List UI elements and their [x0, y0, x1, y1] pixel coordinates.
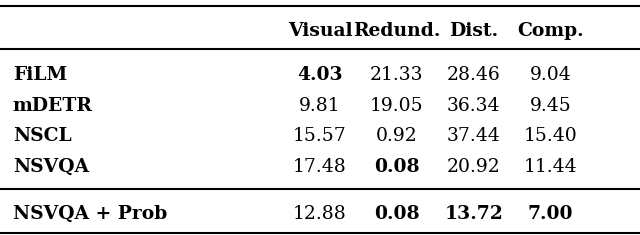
Text: 0.92: 0.92	[376, 127, 418, 145]
Text: 36.34: 36.34	[447, 97, 500, 115]
Text: 37.44: 37.44	[447, 127, 500, 145]
Text: 13.72: 13.72	[444, 205, 503, 223]
Text: Comp.: Comp.	[517, 22, 584, 39]
Text: 12.88: 12.88	[293, 205, 347, 223]
Text: Visual: Visual	[288, 22, 352, 39]
Text: FiLM: FiLM	[13, 66, 67, 84]
Text: NSCL: NSCL	[13, 127, 72, 145]
Text: 19.05: 19.05	[370, 97, 424, 115]
Text: 9.45: 9.45	[529, 97, 572, 115]
Text: NSVQA: NSVQA	[13, 158, 89, 176]
Text: 11.44: 11.44	[524, 158, 577, 176]
Text: 21.33: 21.33	[370, 66, 424, 84]
Text: 28.46: 28.46	[447, 66, 500, 84]
Text: 0.08: 0.08	[374, 205, 420, 223]
Text: Dist.: Dist.	[449, 22, 498, 39]
Text: 7.00: 7.00	[527, 205, 573, 223]
Text: 15.40: 15.40	[524, 127, 577, 145]
Text: 9.04: 9.04	[529, 66, 572, 84]
Text: 17.48: 17.48	[293, 158, 347, 176]
Text: 20.92: 20.92	[447, 158, 500, 176]
Text: 4.03: 4.03	[297, 66, 343, 84]
Text: 0.08: 0.08	[374, 158, 420, 176]
Text: NSVQA + Prob: NSVQA + Prob	[13, 205, 167, 223]
Text: Redund.: Redund.	[353, 22, 440, 39]
Text: 15.57: 15.57	[293, 127, 347, 145]
Text: mDETR: mDETR	[13, 97, 93, 115]
Text: 9.81: 9.81	[299, 97, 341, 115]
